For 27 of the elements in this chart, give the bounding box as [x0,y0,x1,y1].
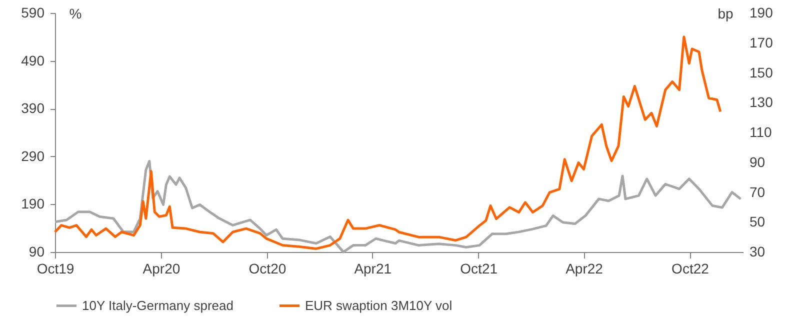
x-tick-label: Oct19 [36,260,74,276]
y2-tick-label: 170 [750,34,774,50]
legend-label: 10Y Italy-Germany spread [82,298,234,313]
y-tick-label: 590 [21,4,45,20]
line-series [54,36,722,250]
x-tick-label: Apr20 [142,260,180,276]
x-tick-label: Oct20 [248,260,286,276]
x-tick-label: Oct21 [460,260,498,276]
y2-tick-label: 50 [750,214,766,230]
y2-tick-label: 30 [750,244,766,260]
x-tick-label: Apr22 [566,260,604,276]
y-axis-title: % [69,6,82,22]
y-tick-label: 490 [21,52,45,68]
y2-tick-label: 110 [750,124,772,140]
y-tick-label: 390 [21,100,45,116]
y2-tick-label: 130 [750,94,774,110]
y-tick-label: 190 [21,196,45,212]
x-tick-label: Apr21 [354,260,392,276]
y-tick-label: 290 [21,148,45,164]
y2-tick-label: 90 [750,154,766,170]
legend-label: EUR swaption 3M10Y vol [305,298,452,313]
y2-tick-label: 190 [750,4,774,20]
x-tick-label: Oct22 [672,260,710,276]
y2-tick-label: 150 [750,64,774,80]
y2-axis-title: bp [718,6,734,22]
y2-tick-label: 70 [750,184,766,200]
y-tick-label: 90 [28,244,45,260]
